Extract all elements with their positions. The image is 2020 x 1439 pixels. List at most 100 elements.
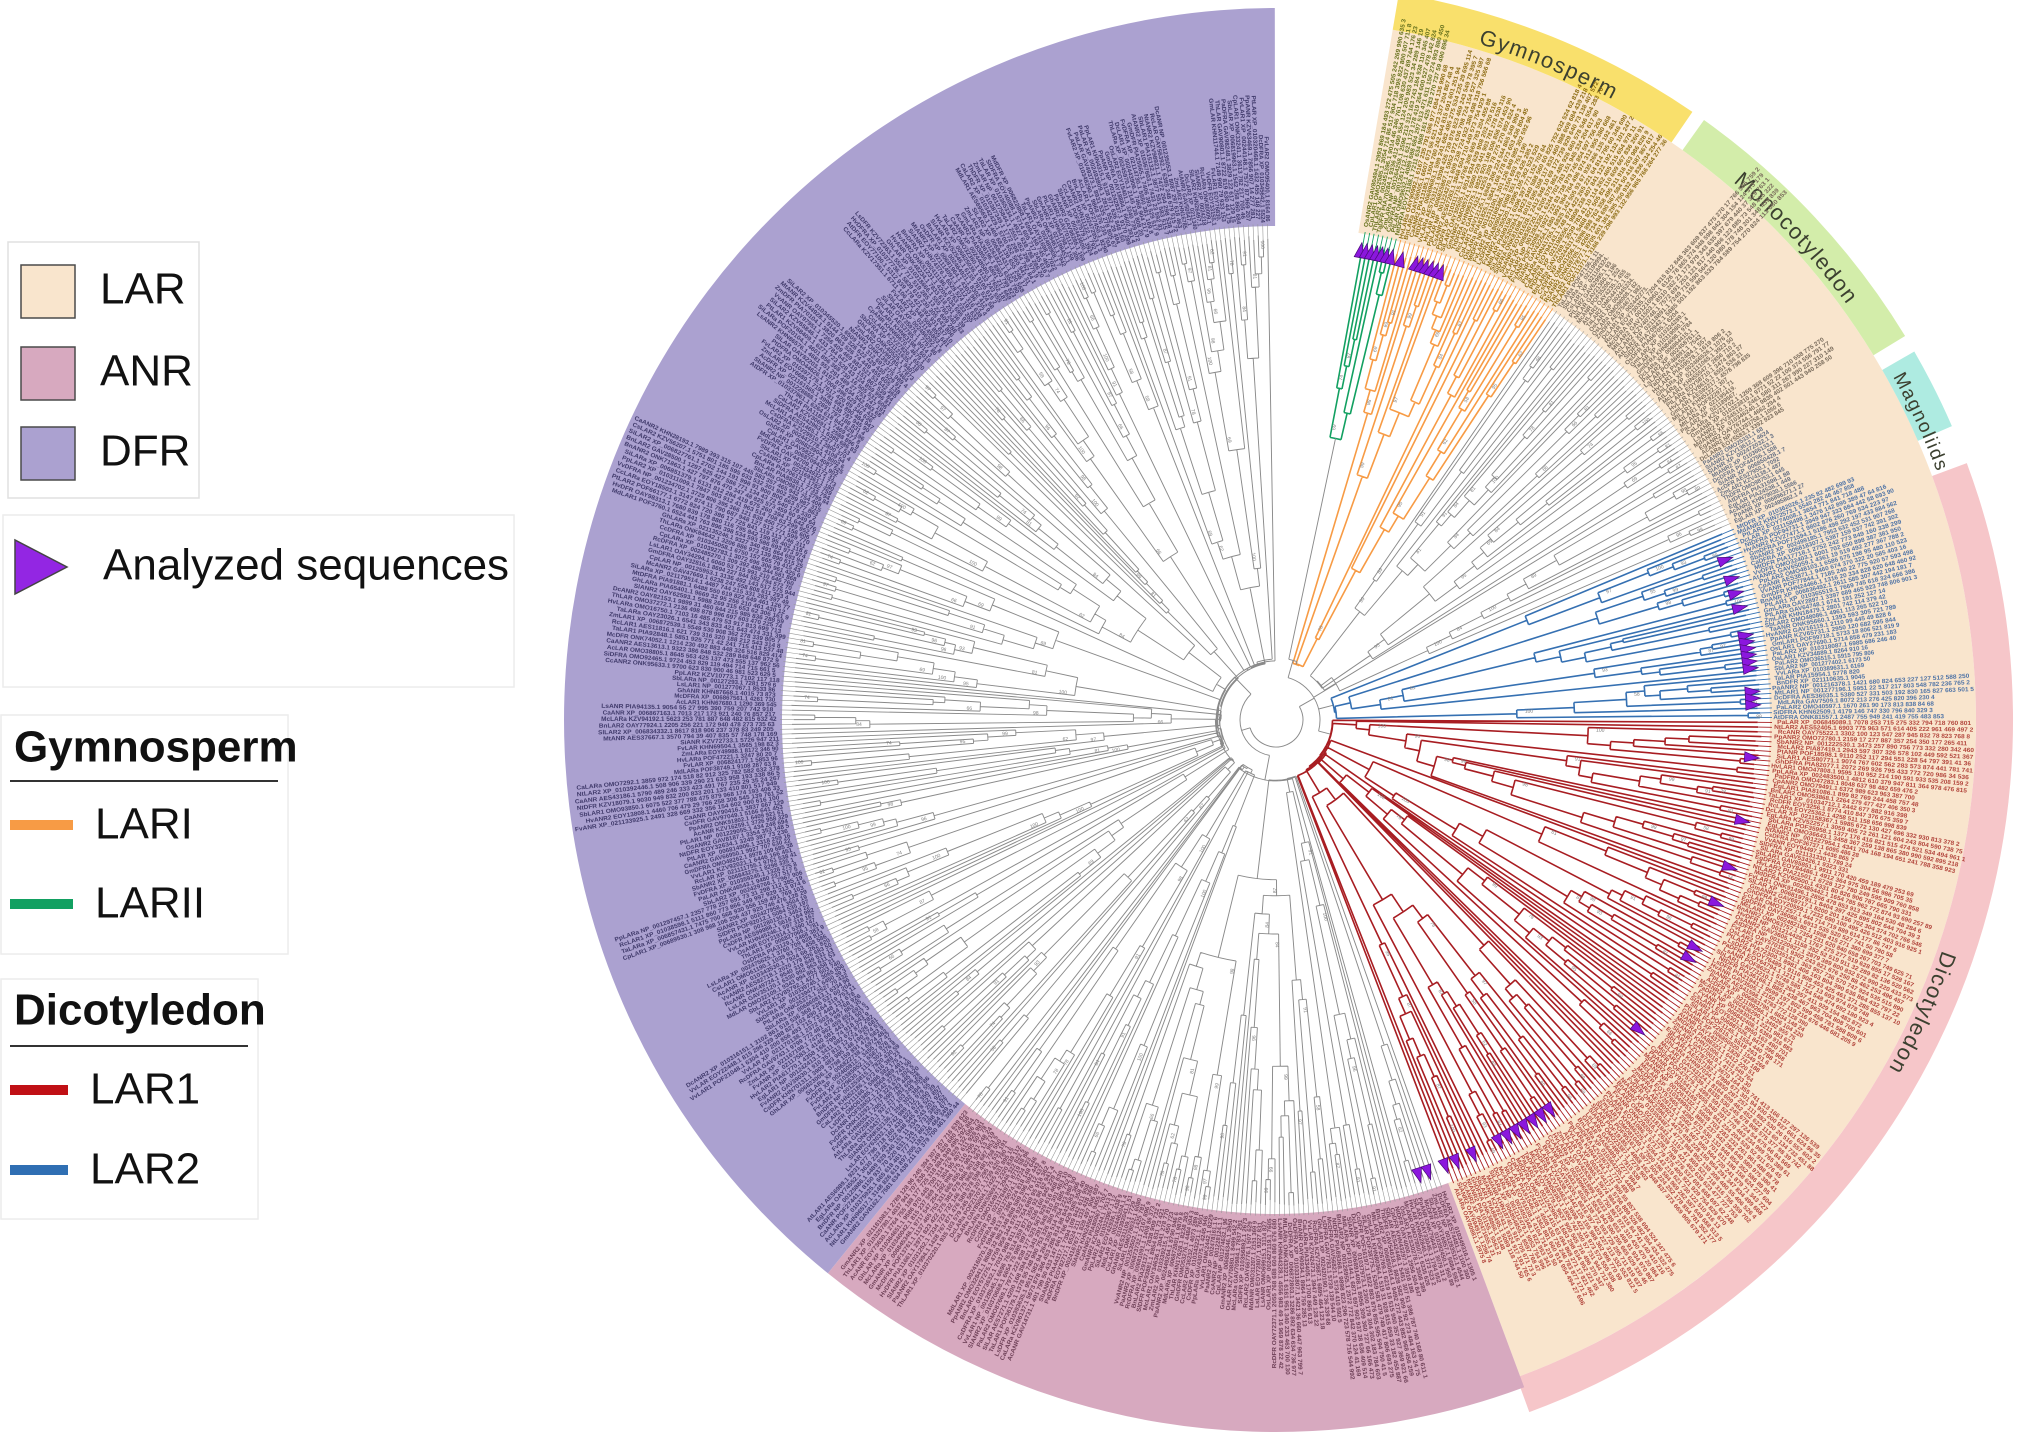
svg-text:84: 84 (1493, 526, 1501, 534)
svg-text:96: 96 (1205, 288, 1212, 295)
svg-text:99: 99 (1672, 587, 1679, 594)
svg-text:81: 81 (1583, 405, 1591, 413)
svg-text:74: 74 (1019, 508, 1027, 516)
svg-text:98: 98 (1220, 1133, 1227, 1139)
svg-text:100: 100 (1077, 1108, 1086, 1118)
svg-text:100: 100 (1378, 723, 1387, 729)
svg-text:91: 91 (1002, 1096, 1010, 1104)
svg-text:66: 66 (1571, 420, 1579, 428)
svg-text:100: 100 (1525, 709, 1534, 715)
svg-text:81: 81 (1664, 442, 1672, 450)
svg-text:LsANR OMO69915.1 3114 827: LsANR OMO69915.1 3114 827 (1261, 1220, 1269, 1307)
svg-text:100: 100 (917, 456, 927, 466)
svg-text:96: 96 (1460, 758, 1467, 765)
svg-text:PaLAR XP_006845089.1 7078 253: PaLAR XP_006845089.1 7078 253 715 275 33… (1777, 720, 1972, 727)
svg-text:100: 100 (1734, 598, 1744, 606)
svg-text:58: 58 (1463, 396, 1471, 404)
svg-text:100: 100 (1090, 498, 1100, 508)
svg-text:66: 66 (1154, 548, 1162, 556)
svg-text:89: 89 (1712, 552, 1720, 560)
svg-text:100: 100 (1029, 821, 1039, 830)
svg-text:LARI: LARI (95, 800, 193, 849)
svg-text:99: 99 (1269, 1167, 1275, 1173)
svg-text:100: 100 (897, 502, 907, 511)
svg-text:62: 62 (1217, 545, 1224, 552)
svg-text:62: 62 (869, 560, 877, 568)
svg-text:66: 66 (1088, 314, 1096, 322)
svg-text:74: 74 (826, 554, 833, 562)
svg-text:74: 74 (1053, 387, 1061, 395)
svg-text:99: 99 (1202, 1194, 1209, 1201)
svg-text:69: 69 (1372, 346, 1379, 353)
svg-text:98: 98 (1680, 487, 1688, 495)
svg-text:81: 81 (1065, 318, 1073, 326)
svg-text:100: 100 (1596, 728, 1605, 734)
svg-text:98: 98 (1665, 600, 1672, 607)
svg-text:98: 98 (1589, 896, 1597, 904)
svg-text:99: 99 (1491, 881, 1499, 889)
svg-text:100: 100 (1206, 356, 1213, 366)
svg-text:97: 97 (1186, 267, 1193, 274)
svg-text:LAR1: LAR1 (90, 1065, 200, 1114)
svg-text:93: 93 (1595, 909, 1603, 917)
svg-text:87: 87 (1708, 648, 1715, 655)
svg-text:98: 98 (887, 801, 894, 808)
svg-text:69: 69 (1434, 331, 1442, 339)
svg-text:96: 96 (931, 637, 938, 644)
svg-text:97: 97 (1296, 1119, 1302, 1125)
svg-text:98: 98 (1665, 914, 1673, 922)
svg-text:69: 69 (1631, 476, 1639, 484)
svg-text:100: 100 (1250, 552, 1257, 561)
svg-text:84: 84 (1453, 532, 1461, 540)
svg-text:CaANR XP_006867163.1 7013 217: CaANR XP_006867163.1 7013 217 173 921 24… (603, 710, 777, 718)
svg-text:91: 91 (1241, 251, 1247, 257)
svg-text:66: 66 (1657, 430, 1665, 438)
svg-text:95: 95 (960, 739, 966, 745)
svg-text:91: 91 (1110, 381, 1118, 389)
svg-text:69: 69 (1087, 859, 1095, 867)
svg-text:93: 93 (1680, 560, 1688, 568)
svg-text:LsANR PIA94135.1 9054 55 27 99: LsANR PIA94135.1 9054 55 27 995 390 759 … (601, 704, 774, 714)
svg-text:78: 78 (1159, 1170, 1166, 1177)
svg-text:ANR: ANR (100, 347, 193, 396)
svg-text:LsLAR EOY72807.1 9327 831: LsLAR EOY72807.1 9327 831 (1255, 1221, 1264, 1308)
svg-text:62: 62 (1517, 350, 1525, 358)
svg-text:78: 78 (1317, 625, 1325, 633)
svg-text:91: 91 (1120, 1031, 1128, 1039)
svg-text:96: 96 (1565, 1093, 1573, 1101)
svg-text:FvLAR KHN69504.1 3565 198 82 3: FvLAR KHN69504.1 3565 198 82 3 (677, 741, 780, 752)
svg-text:100: 100 (1488, 604, 1498, 613)
svg-text:81: 81 (1206, 265, 1213, 272)
svg-text:89: 89 (1538, 1080, 1546, 1088)
svg-text:100: 100 (1199, 844, 1208, 854)
svg-text:97: 97 (1105, 391, 1113, 399)
svg-text:62: 62 (950, 1049, 958, 1057)
svg-text:81: 81 (805, 611, 812, 618)
svg-text:100: 100 (1400, 796, 1410, 806)
svg-text:98: 98 (1700, 894, 1708, 902)
svg-text:100: 100 (1433, 639, 1443, 648)
svg-text:99: 99 (1282, 1074, 1288, 1080)
svg-text:69: 69 (1039, 640, 1046, 648)
svg-text:97: 97 (1202, 1178, 1209, 1185)
svg-text:97: 97 (1090, 737, 1096, 744)
svg-text:87: 87 (919, 898, 927, 906)
svg-text:81: 81 (800, 638, 807, 645)
svg-text:62: 62 (1062, 736, 1068, 742)
svg-text:58: 58 (872, 927, 880, 935)
svg-text:89: 89 (1756, 714, 1762, 720)
svg-text:100: 100 (821, 779, 830, 786)
svg-text:MdANR OMO31207.1 2151 369 9: MdANR OMO31207.1 2151 369 9 (1249, 1220, 1259, 1310)
svg-text:89: 89 (1376, 567, 1384, 575)
svg-text:84: 84 (1118, 632, 1126, 640)
svg-text:RcANR OAY75522.1 3302 100 123: RcANR OAY75522.1 3302 100 123 547 287 94… (1778, 730, 1971, 741)
svg-text:96: 96 (940, 646, 947, 653)
svg-text:97: 97 (886, 563, 894, 571)
svg-text:81: 81 (1149, 591, 1157, 599)
svg-text:93: 93 (911, 627, 918, 634)
svg-text:62: 62 (1442, 438, 1450, 446)
svg-text:100: 100 (1376, 792, 1386, 802)
svg-text:SiDFR XP_010356892.1 2673: SiDFR XP_010356892.1 2673 (1238, 1217, 1249, 1304)
